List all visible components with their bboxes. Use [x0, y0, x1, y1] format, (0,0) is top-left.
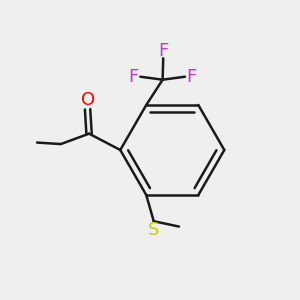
Text: F: F — [129, 68, 139, 86]
Text: F: F — [186, 68, 197, 86]
Text: F: F — [158, 42, 168, 60]
Text: S: S — [148, 220, 159, 238]
Text: O: O — [80, 92, 94, 110]
